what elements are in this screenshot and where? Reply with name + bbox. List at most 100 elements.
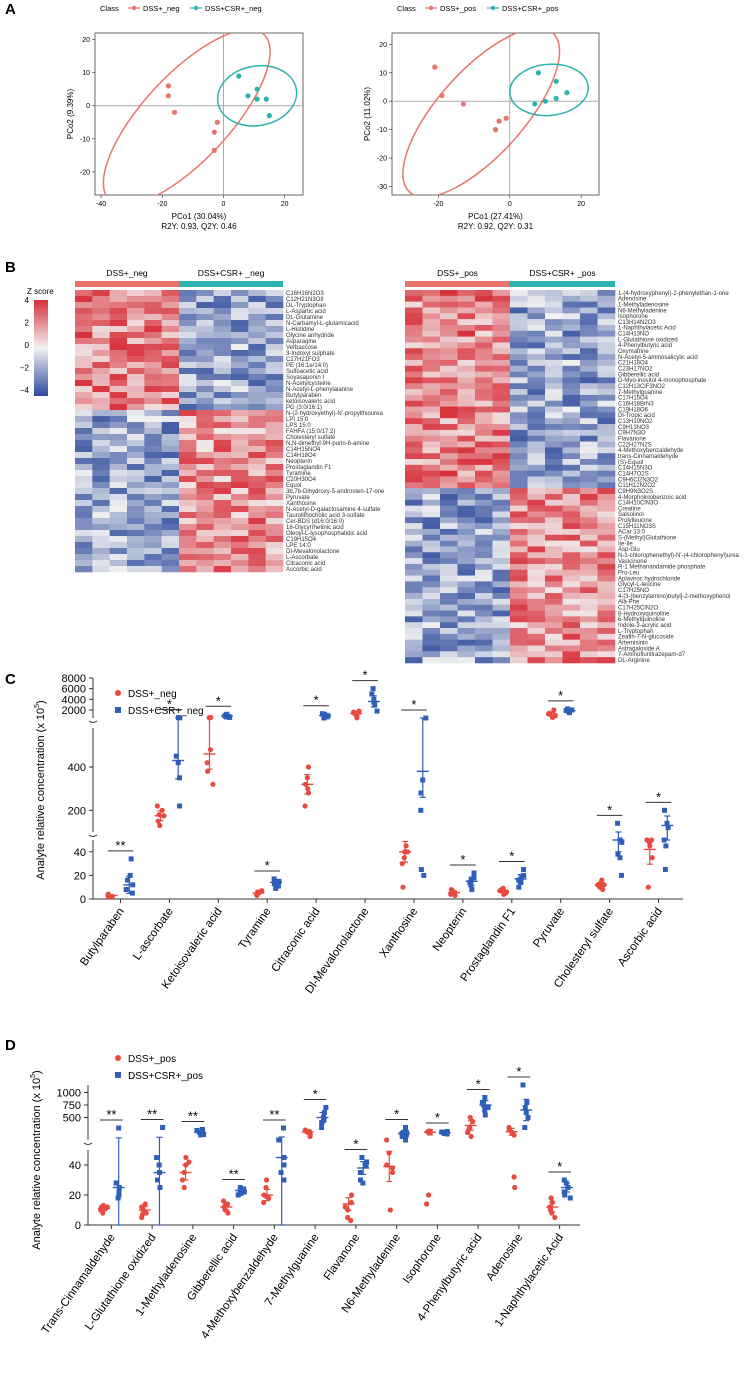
heatmap-cell: [492, 371, 511, 378]
heatmap-cell: [92, 338, 110, 345]
heatmap-cell: [545, 319, 563, 326]
heatmap-cell: [492, 342, 511, 349]
heatmap-cell: [231, 518, 249, 525]
heatmap-cell: [580, 604, 598, 611]
row-label: 4-Methoxybenzaldehyde: [618, 448, 684, 454]
heatmap-cell: [144, 398, 162, 405]
heatmap-cell: [475, 453, 493, 460]
heatmap-cell: [545, 558, 563, 565]
heatmap-cell: [510, 307, 528, 314]
heatmap-cell: [213, 506, 232, 513]
heatmap-cell: [457, 313, 476, 320]
heatmap-cell: [196, 350, 214, 357]
heatmap-cell: [580, 336, 598, 343]
heatmap-cell: [597, 453, 616, 460]
row-label: Tyramine: [286, 471, 311, 477]
sample-point: [460, 101, 466, 107]
heatmap-cell: [231, 416, 249, 423]
row-label: Indole-3-acrylic acid: [618, 623, 671, 629]
data-point-DSS+CSR+_neg: [127, 872, 133, 878]
heatmap-cell: [492, 499, 511, 506]
legend-entry: DSS+CSR+_neg: [205, 4, 262, 13]
heatmap-cell: [127, 410, 145, 417]
heatmap-cell: [597, 429, 616, 437]
significance-mark: *: [558, 688, 563, 703]
heatmap-cell: [92, 290, 110, 297]
heatmap-cell: [562, 622, 581, 629]
heatmap-cell: [248, 350, 266, 357]
data-point-DSS+_pos: [389, 1169, 396, 1176]
heatmap-cell: [265, 428, 284, 435]
heatmap-cell: [475, 324, 493, 332]
row-label: 3-Indoxyl sulphate: [286, 351, 335, 357]
heatmap-cell: [510, 558, 528, 565]
heatmap-cell: [475, 657, 493, 664]
heatmap-cell: [127, 500, 145, 507]
x-tick-label: L-Glutathione oxidized: [83, 1232, 158, 1333]
heatmap-cell: [248, 542, 266, 549]
heatmap-cell: [580, 377, 598, 384]
heatmap-cell: [109, 512, 128, 519]
heatmap-cell: [75, 296, 93, 303]
heatmap-cell: [231, 488, 249, 495]
heatmap-cell: [510, 424, 528, 431]
heatmap-cell: [92, 422, 110, 429]
heatmap-cell: [492, 470, 511, 477]
heatmap-cell: [475, 470, 493, 477]
heatmap-cell: [597, 493, 616, 501]
heatmap-cell: [127, 290, 145, 297]
y-tick-label: 2000: [62, 705, 86, 717]
heatmap-cell: [580, 429, 598, 437]
heatmap-cell: [580, 499, 598, 506]
row-label: Sulfoacetic acid: [286, 369, 328, 375]
row-label: FAHFA (15:0/17:2): [286, 429, 335, 435]
heatmap-cell: [179, 320, 197, 327]
heatmap-cell: [545, 476, 563, 483]
heatmap-cell: [580, 493, 598, 501]
heatmap-cell: [109, 422, 128, 429]
heatmap-cell: [527, 563, 546, 571]
heatmap-cell: [440, 587, 458, 594]
heatmap-cell: [545, 633, 563, 640]
heatmap-cell: [580, 470, 598, 477]
heatmap-cell: [597, 534, 616, 541]
heatmap-cell: [457, 365, 476, 372]
heatmap-cell: [597, 447, 616, 454]
heatmap-cell: [405, 616, 423, 623]
heatmap-cell: [475, 499, 493, 506]
heatmap-cell: [196, 368, 214, 375]
heatmap-cell: [457, 476, 476, 483]
heatmap-cell: [562, 604, 581, 611]
heatmap-cell: [457, 552, 476, 559]
row-label: Cholesteryl sulfate: [286, 435, 336, 441]
heatmap-cell: [213, 488, 232, 495]
heatmap-cell: [179, 410, 197, 417]
sample-point: [503, 115, 509, 121]
heatmap-cell: [440, 447, 458, 454]
heatmap-cell: [231, 428, 249, 435]
heatmap-cell: [562, 569, 581, 576]
heatmap-cell: [109, 374, 128, 381]
row-label: C22H27N2S: [618, 442, 652, 448]
heatmap-cell: [109, 548, 128, 555]
significance-mark: *: [607, 802, 612, 817]
significance-mark: *: [509, 849, 514, 864]
heatmap-cell: [75, 560, 93, 567]
heatmap-cell: [248, 404, 266, 411]
heatmap-cell: [422, 569, 441, 576]
heatmap-cell: [510, 488, 528, 495]
heatmap-cell: [475, 651, 493, 658]
heatmap-cell: [527, 453, 546, 460]
heatmap-cell: [527, 377, 546, 384]
x-tick-label: Prostaglandin F1: [459, 906, 519, 984]
heatmap-cell: [457, 406, 476, 413]
data-point-DSS+CSR+_pos: [520, 1082, 526, 1088]
heatmap-cell: [510, 552, 528, 559]
heatmap-cell: [545, 622, 563, 629]
heatmap-cell: [597, 581, 616, 588]
heatmap-cell: [457, 593, 476, 600]
heatmap-cell: [109, 302, 128, 309]
heatmap-cell: [213, 374, 232, 381]
heatmap-cell: [545, 400, 563, 407]
heatmap-cell: [475, 313, 493, 320]
